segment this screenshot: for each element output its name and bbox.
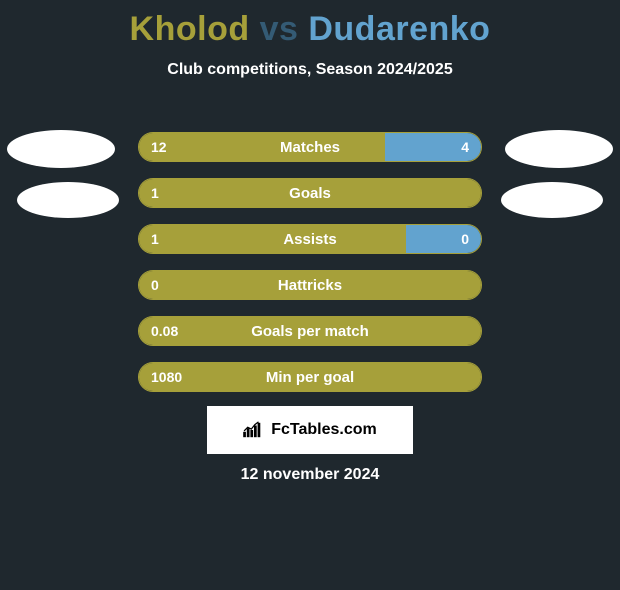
stat-row: Goals1 bbox=[138, 178, 482, 208]
stat-label: Min per goal bbox=[139, 369, 481, 386]
stat-label: Goals bbox=[139, 185, 481, 202]
title-player-left: Kholod bbox=[130, 10, 250, 48]
avatar-right-secondary bbox=[501, 182, 603, 218]
stat-value-left: 1 bbox=[151, 185, 159, 201]
title-player-right: Dudarenko bbox=[308, 10, 490, 48]
stat-value-left: 0 bbox=[151, 277, 159, 293]
stat-row: Assists1 0 bbox=[138, 224, 482, 254]
title-vs: vs bbox=[260, 10, 299, 48]
avatar-right-primary bbox=[505, 130, 613, 168]
footer-date: 12 november 2024 bbox=[0, 466, 620, 484]
avatar-left-secondary bbox=[17, 182, 119, 218]
logo-box: FcTables.com bbox=[207, 406, 413, 454]
stat-value-left: 12 bbox=[151, 139, 167, 155]
stat-label: Matches bbox=[139, 139, 481, 156]
avatar-left-primary bbox=[7, 130, 115, 168]
stat-row: Goals per match0.08 bbox=[138, 316, 482, 346]
stat-value-left: 1 bbox=[151, 231, 159, 247]
stat-label: Goals per match bbox=[139, 323, 481, 340]
stat-row: Min per goal1080 bbox=[138, 362, 482, 392]
stat-label: Assists bbox=[139, 231, 481, 248]
logo-text: FcTables.com bbox=[271, 421, 377, 439]
stat-value-left: 0.08 bbox=[151, 323, 178, 339]
stat-value-right: 4 bbox=[461, 139, 469, 155]
stat-value-right: 0 bbox=[461, 231, 469, 247]
subtitle: Club competitions, Season 2024/2025 bbox=[0, 61, 620, 79]
stat-label: Hattricks bbox=[139, 277, 481, 294]
page-title: Kholod vs Dudarenko bbox=[0, 10, 620, 49]
bar-chart-icon bbox=[243, 421, 265, 439]
stats-container: Matches124Goals1Assists10Hattricks0Goals… bbox=[138, 132, 482, 408]
stat-row: Matches12 4 bbox=[138, 132, 482, 162]
stat-row: Hattricks0 bbox=[138, 270, 482, 300]
stat-value-left: 1080 bbox=[151, 369, 182, 385]
